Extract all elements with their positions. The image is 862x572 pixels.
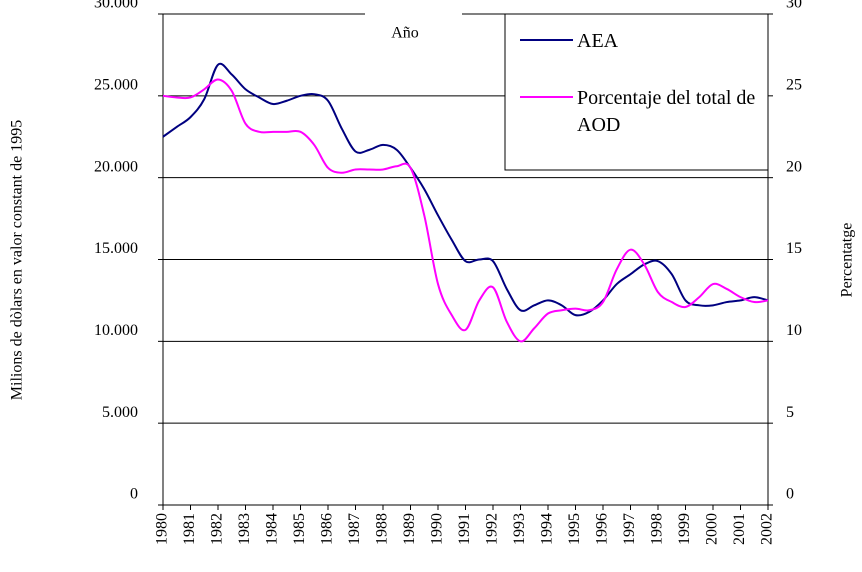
x-tick-label: 1993 bbox=[511, 513, 528, 545]
legend-entry-box: Porcentaje del total de AOD bbox=[577, 87, 756, 136]
y2-tick-label: 5 bbox=[786, 404, 794, 421]
y-tick-label: 10.000 bbox=[94, 322, 138, 339]
y2-axis-label: Percentatge bbox=[839, 223, 856, 298]
x-tick-label: 1988 bbox=[374, 513, 391, 545]
x-tick-label: 1985 bbox=[291, 513, 308, 545]
series-line bbox=[162, 78, 769, 343]
y2-tick-label: 15 bbox=[786, 240, 802, 257]
x-tick-label: 1989 bbox=[401, 513, 418, 545]
y-tick-label: 20.000 bbox=[94, 158, 138, 175]
title-box bbox=[365, 8, 462, 48]
x-tick-label: 2000 bbox=[704, 513, 721, 545]
x-tick-label: 1999 bbox=[676, 513, 693, 545]
y-axis-label: Milions de dòlars en valor constant de 1… bbox=[9, 120, 26, 400]
y2-tick-label: 20 bbox=[786, 158, 802, 175]
x-tick-label: 1982 bbox=[209, 513, 226, 545]
y2-tick-label: 0 bbox=[786, 486, 794, 503]
series-line bbox=[162, 62, 769, 317]
x-tick-label: 1981 bbox=[181, 513, 198, 545]
x-tick-label: 1986 bbox=[319, 513, 336, 545]
y2-tick-label: 30 bbox=[786, 0, 802, 12]
x-tick-label: 1980 bbox=[154, 513, 171, 545]
x-tick-label: 1987 bbox=[346, 513, 363, 545]
x-tick-label: 1991 bbox=[456, 513, 473, 545]
y-tick-label: 30.000 bbox=[94, 0, 138, 12]
y-tick-label: 25.000 bbox=[94, 77, 138, 94]
y2-tick-label: 10 bbox=[786, 322, 802, 339]
x-tick-label: 1992 bbox=[484, 513, 501, 545]
y-tick-label: 5.000 bbox=[102, 404, 138, 421]
x-tick-label: 1994 bbox=[539, 513, 556, 545]
x-tick-label: 1997 bbox=[621, 513, 638, 545]
y2-tick-label: 25 bbox=[786, 77, 802, 94]
legend-entry: Porcentaje del total de AOD bbox=[577, 87, 756, 136]
x-tick-label: 1983 bbox=[236, 513, 253, 545]
chart-title: Año bbox=[391, 25, 419, 42]
legend-entry-box: AEA bbox=[577, 30, 619, 52]
legend-entry: AEA bbox=[577, 30, 619, 52]
y-tick-label: 15.000 bbox=[94, 240, 138, 257]
x-tick-label: 1984 bbox=[264, 513, 281, 545]
x-tick-label: 2002 bbox=[759, 513, 776, 545]
x-tick-label: 1996 bbox=[594, 513, 611, 545]
y-tick-label: 0 bbox=[130, 486, 138, 503]
x-tick-label: 1995 bbox=[566, 513, 583, 545]
x-tick-label: 1990 bbox=[429, 513, 446, 545]
x-tick-label: 2001 bbox=[731, 513, 748, 545]
x-tick-label: 1998 bbox=[649, 513, 666, 545]
plot-frame bbox=[162, 13, 769, 506]
